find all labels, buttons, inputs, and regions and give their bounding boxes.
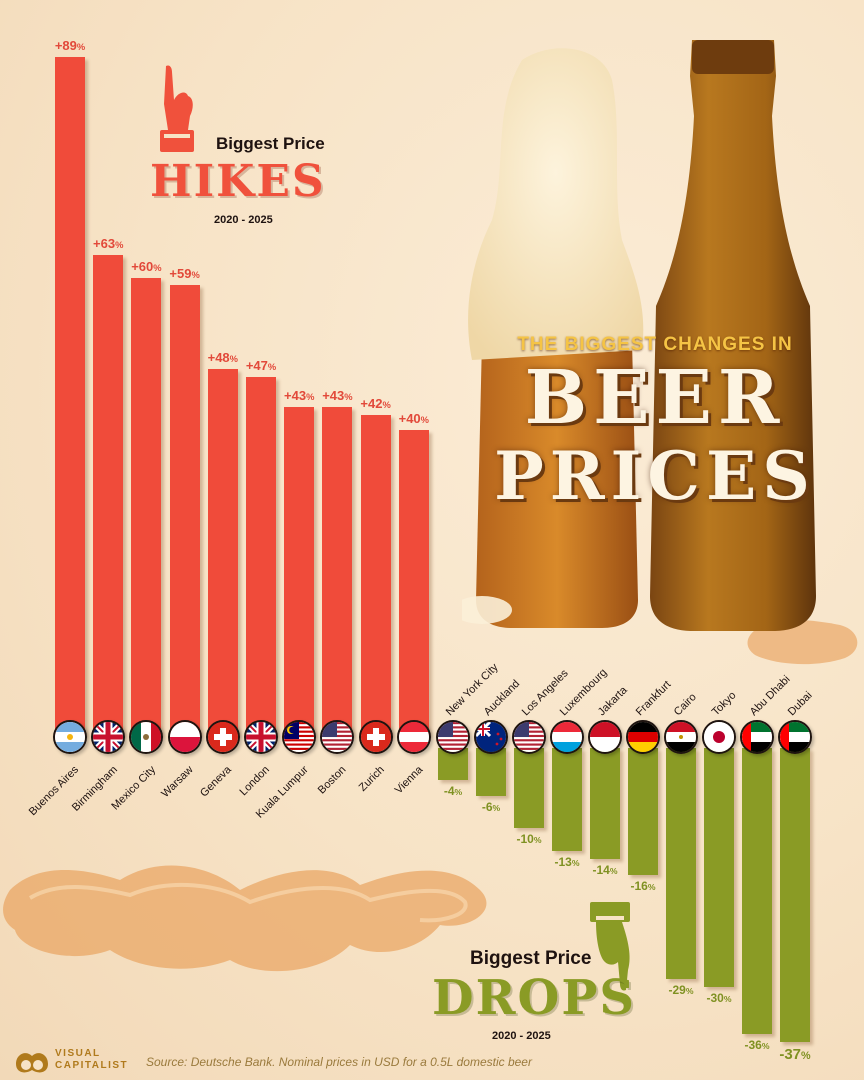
visual-capitalist-wordmark: VISUAL CAPITALIST	[55, 1048, 128, 1072]
beer-puddle-right	[747, 620, 858, 665]
drop-bar[interactable]	[552, 748, 582, 852]
hikes-heading: HIKES	[150, 156, 326, 207]
flag-uae-icon	[778, 720, 812, 754]
flag-usa-icon	[436, 720, 470, 754]
hike-bar[interactable]	[207, 369, 238, 735]
drop-bar[interactable]	[514, 748, 544, 828]
drop-value-label: -16%	[630, 879, 656, 894]
source-note: Source: Deutsche Bank. Nominal prices in…	[146, 1055, 532, 1069]
flag-argentina-icon	[53, 720, 87, 754]
hikes-years: 2020 - 2025	[214, 214, 273, 226]
title-beer: BEER	[524, 355, 786, 441]
flag-switzerland-icon	[358, 720, 393, 754]
drop-value-label: -6%	[481, 799, 501, 814]
drops-subtitle: Biggest Price	[470, 948, 592, 969]
drop-value-label: -13%	[554, 855, 580, 870]
drop-value-label: -29%	[668, 982, 694, 997]
hikes-subtitle: Biggest Price	[216, 134, 325, 153]
brown-beer-bottle	[650, 40, 816, 631]
city-label: Jakarta	[595, 684, 630, 719]
hike-bar[interactable]	[169, 285, 200, 735]
city-label: Geneva	[198, 763, 235, 800]
city-label: Warsaw	[159, 763, 196, 801]
flag-luxembourg-icon	[550, 720, 584, 754]
logo-line-2: CAPITALIST	[55, 1060, 129, 1071]
drop-value-label: -14%	[592, 863, 618, 878]
flag-uk-icon	[244, 720, 278, 754]
drop-bar[interactable]	[666, 748, 696, 979]
flag-germany-icon	[626, 720, 660, 754]
city-label: Vienna	[392, 763, 426, 797]
hike-bar[interactable]	[360, 414, 391, 735]
city-label: Frankfurt	[633, 678, 674, 719]
hike-bar[interactable]	[246, 376, 276, 735]
drop-value-label: -10%	[516, 831, 542, 846]
drop-bar[interactable]	[628, 748, 658, 876]
city-label: Abu Dhabi	[747, 673, 793, 719]
city-label: Buenos Aires	[26, 763, 82, 819]
hike-value-label: +42%	[360, 395, 391, 411]
city-label: Auckland	[481, 677, 523, 719]
city-label: Zurich	[356, 763, 387, 794]
drop-value-label: -30%	[706, 990, 732, 1005]
flag-uae-icon	[740, 720, 774, 754]
flag-poland-icon	[167, 720, 202, 754]
city-label: Tokyo	[709, 689, 739, 719]
flag-egypt-icon	[664, 720, 698, 754]
flag-japan-icon	[702, 720, 736, 754]
drop-value-label: -4%	[443, 783, 463, 798]
hike-value-label: +40%	[398, 411, 429, 427]
hike-value-label: +43%	[322, 388, 353, 404]
beer-puddle-left	[3, 865, 487, 972]
hike-value-label: +48%	[207, 350, 238, 366]
hike-bar[interactable]	[55, 56, 85, 735]
city-label: Cairo	[671, 691, 699, 719]
flag-usa-icon	[320, 720, 355, 754]
flag-uk-icon	[91, 720, 126, 754]
title-top-line: THE BIGGEST CHANGES IN	[517, 334, 793, 355]
flag-malaysia-icon	[282, 720, 317, 754]
city-label: London	[237, 763, 273, 799]
hike-value-label: +60%	[131, 258, 162, 274]
hike-value-label: +89%	[54, 37, 86, 53]
city-label: Dubai	[785, 689, 815, 719]
hike-value-label: +63%	[93, 235, 124, 251]
hike-bar[interactable]	[131, 277, 162, 735]
drop-value-label: -37%	[779, 1046, 811, 1064]
flag-mexico-icon	[129, 720, 164, 754]
drop-bar[interactable]	[780, 748, 810, 1043]
foaming-beer-bottle	[462, 48, 644, 628]
drops-heading: DROPS	[432, 970, 637, 1026]
hike-bar[interactable]	[284, 407, 315, 735]
logo-line-1: VISUAL	[55, 1048, 101, 1059]
drop-bar[interactable]	[742, 748, 772, 1035]
pointing-up-hand-icon	[160, 65, 194, 152]
hike-value-label: +47%	[245, 357, 277, 373]
hike-value-label: +43%	[284, 388, 315, 404]
flag-new-zealand-icon	[474, 720, 508, 754]
drops-years: 2020 - 2025	[492, 1030, 551, 1042]
city-label: Boston	[315, 763, 349, 797]
flag-usa-icon	[512, 720, 546, 754]
pointing-down-hand-icon	[590, 902, 630, 991]
drop-bar[interactable]	[590, 748, 620, 860]
flag-austria-icon	[396, 720, 431, 754]
hike-bar[interactable]	[398, 430, 429, 735]
drop-bar[interactable]	[476, 748, 506, 796]
hike-bar[interactable]	[93, 254, 124, 735]
hike-bar[interactable]	[322, 407, 353, 735]
visual-capitalist-logo-icon	[16, 1053, 48, 1073]
title-prices: PRICES	[494, 437, 816, 515]
hike-value-label: +59%	[169, 266, 200, 282]
flag-indonesia-icon	[588, 720, 622, 754]
drop-value-label: -36%	[744, 1038, 770, 1053]
flag-switzerland-icon	[205, 720, 240, 754]
drop-bar[interactable]	[704, 748, 734, 987]
